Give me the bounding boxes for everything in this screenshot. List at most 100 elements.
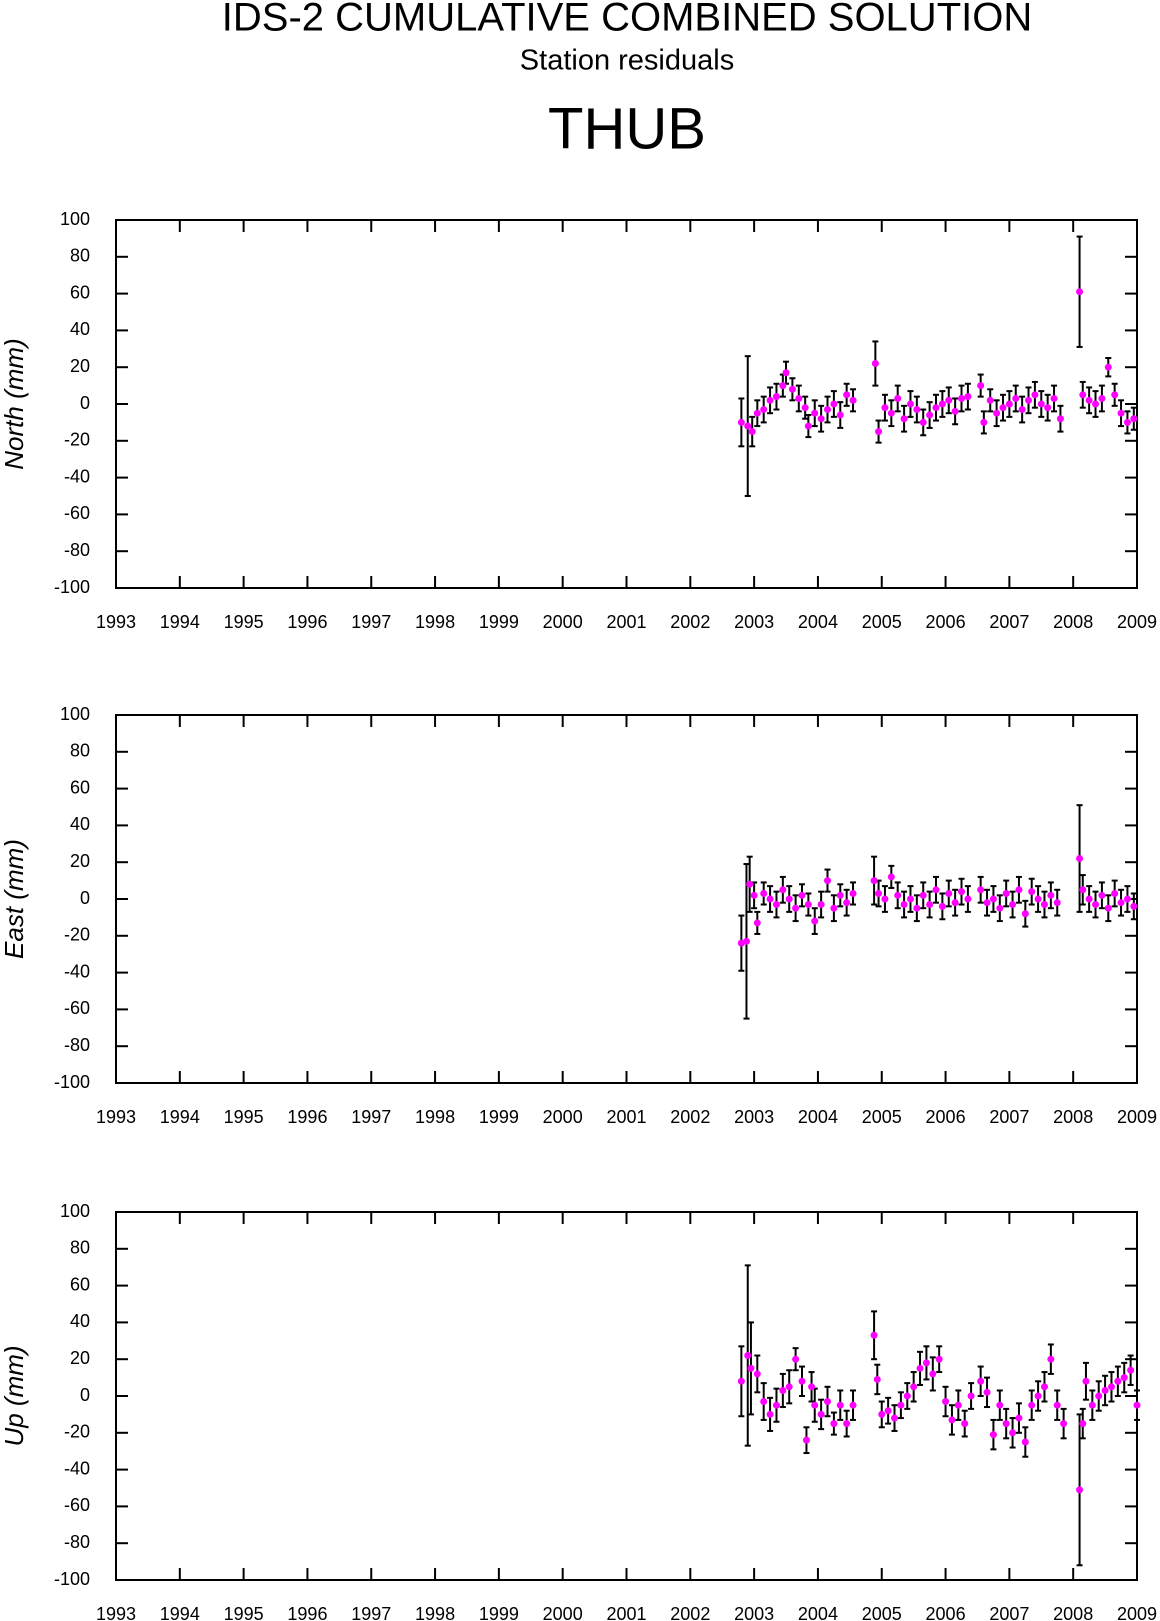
- y-tick-label: -40: [64, 1458, 90, 1478]
- data-point: [1034, 1392, 1042, 1400]
- x-tick-label: 2000: [543, 1604, 583, 1621]
- data-point: [744, 422, 752, 430]
- x-tick-label: 2005: [862, 1604, 902, 1621]
- data-point: [779, 886, 787, 894]
- y-tick-label: -100: [54, 1569, 90, 1589]
- data-point: [804, 422, 812, 430]
- y-tick-label: -80: [64, 540, 90, 560]
- data-point: [830, 904, 838, 912]
- y-tick-label: 100: [60, 1201, 90, 1221]
- data-point: [1060, 1420, 1068, 1428]
- data-point: [772, 393, 780, 401]
- data-point: [932, 404, 940, 412]
- data-point: [792, 1355, 800, 1363]
- data-point: [913, 904, 921, 912]
- data-point: [802, 1436, 810, 1444]
- data-point: [1130, 902, 1138, 910]
- y-tick-label: -20: [64, 430, 90, 450]
- data-point: [753, 1370, 761, 1378]
- x-tick-label: 2002: [670, 612, 710, 632]
- x-tick-label: 1995: [224, 612, 264, 632]
- data-point: [1085, 895, 1093, 903]
- y-tick-label: -60: [64, 998, 90, 1018]
- y-tick-label: -60: [64, 1495, 90, 1515]
- data-point: [938, 400, 946, 408]
- data-point: [1028, 888, 1036, 896]
- data-point: [766, 895, 774, 903]
- data-point: [900, 901, 908, 909]
- data-point: [788, 385, 796, 393]
- data-point: [999, 404, 1007, 412]
- x-tick-label: 1997: [351, 1604, 391, 1621]
- data-point: [824, 406, 832, 414]
- data-point: [779, 1386, 787, 1394]
- x-tick-label: 2009: [1117, 1604, 1157, 1621]
- y-tick-label: -100: [54, 577, 90, 597]
- data-point: [1076, 1486, 1084, 1494]
- data-point: [798, 1377, 806, 1385]
- data-point: [742, 937, 750, 945]
- data-point: [958, 888, 966, 896]
- x-tick-label: 2007: [989, 612, 1029, 632]
- data-point: [1117, 899, 1125, 907]
- data-point: [1085, 396, 1093, 404]
- y-tick-label: 40: [70, 1311, 90, 1331]
- panel: 1993 1994 1995 1996 1997 1998 1999 2000 2001 2002…: [0, 1201, 1157, 1621]
- y-tick-label: 40: [70, 319, 90, 339]
- x-tick-label: 2006: [926, 612, 966, 632]
- data-point: [836, 891, 844, 899]
- data-point: [870, 1331, 878, 1339]
- x-tick-label: 1993: [96, 612, 136, 632]
- data-point: [824, 1398, 832, 1406]
- data-point: [753, 919, 761, 927]
- data-point: [875, 428, 883, 436]
- x-tick-label: 1999: [479, 612, 519, 632]
- data-point: [873, 1375, 881, 1383]
- x-tick-label: 1995: [224, 1107, 264, 1127]
- x-tick-label: 2000: [543, 1107, 583, 1127]
- data-point: [811, 409, 819, 417]
- data-point: [779, 382, 787, 390]
- y-tick-label: 100: [60, 704, 90, 724]
- x-tick-label: 2006: [926, 1604, 966, 1621]
- y-tick-label: 20: [70, 356, 90, 376]
- data-point: [1021, 1438, 1029, 1446]
- data-point: [1012, 394, 1020, 402]
- data-point: [772, 1401, 780, 1409]
- data-point: [894, 891, 902, 899]
- title: IDS-2 CUMULATIVE COMBINED SOLUTION: [222, 0, 1032, 40]
- y-tick-label: -100: [54, 1072, 90, 1092]
- data-point: [750, 891, 758, 899]
- panel: 1993 1994 1995 1996 1997 1998 1999 2000 2001 2002…: [0, 209, 1157, 632]
- y-axis-label: Up (mm): [0, 1345, 29, 1446]
- data-point: [906, 895, 914, 903]
- data-point: [1040, 901, 1048, 909]
- data-point: [1050, 394, 1058, 402]
- y-tick-label: 0: [80, 1385, 90, 1405]
- data-point: [993, 409, 1001, 417]
- y-tick-label: -40: [64, 466, 90, 486]
- data-point: [989, 895, 997, 903]
- y-axis-label: North (mm): [0, 338, 29, 469]
- plot-frame: [115, 714, 1138, 1084]
- plot-frame: [115, 219, 1138, 589]
- data-point: [996, 904, 1004, 912]
- data-point: [760, 889, 768, 897]
- y-tick-label: 100: [60, 209, 90, 229]
- data-point: [1015, 886, 1023, 894]
- x-tick-label: 2002: [670, 1604, 710, 1621]
- y-tick-label: 80: [70, 741, 90, 761]
- y-tick-label: -20: [64, 925, 90, 945]
- data-point: [977, 886, 985, 894]
- data-point: [1092, 901, 1100, 909]
- data-point: [1031, 391, 1039, 399]
- data-point: [830, 1420, 838, 1428]
- data-point: [983, 1388, 991, 1396]
- data-point: [1111, 889, 1119, 897]
- data-point: [894, 394, 902, 402]
- data-point: [747, 1364, 755, 1372]
- x-tick-label: 1993: [96, 1604, 136, 1621]
- data-point: [817, 901, 825, 909]
- data-point: [1056, 415, 1064, 423]
- data-point: [938, 902, 946, 910]
